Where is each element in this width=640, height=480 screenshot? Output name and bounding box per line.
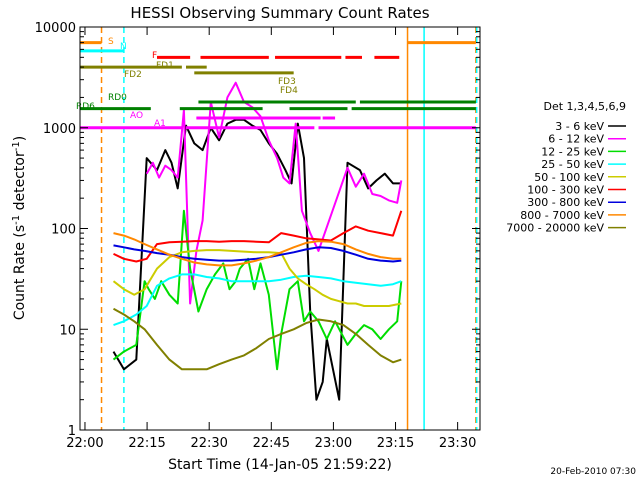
x-tick-label-4: 22:45 [253,436,290,451]
chart-title: HESSI Observing Summary Count Rates [130,4,429,22]
x-tick-label-3: 22:30 [190,436,227,451]
legend-label-3: 12 - 25 keV [541,145,604,158]
x-tick-label-2: 22:15 [128,436,165,451]
series-line-8 [113,232,402,267]
y-tick-label-1: 1 [68,424,76,439]
y-tick-label-3: 100 [51,223,76,238]
flag-label-4: FD1 [156,61,174,71]
flag-label-1: S [108,37,114,47]
series-line-9 [113,307,402,371]
legend-label-6: 100 - 300 keV [527,184,604,197]
series-line-7 [113,244,402,263]
legend-title: Det 1,3,4,5,6,9 [543,100,626,113]
flag-label-7: FD4 [280,86,298,96]
x-axis-label: Start Time (14-Jan-05 21:59:22) [168,457,392,473]
flag-label-8: RD0 [108,93,127,103]
x-tick-label-7: 23:30 [439,436,476,451]
series-line-1 [112,118,402,401]
flag-label-9: RD6 [76,102,95,112]
legend-label-1: 3 - 6 keV [555,120,604,133]
flag-label-11: A1 [154,119,166,129]
x-tick-label-5: 23:00 [315,436,352,451]
y-tick-label-2: 10 [59,323,76,338]
legend-label-7: 300 - 800 keV [527,196,604,209]
flag-label-6: FD3 [278,77,296,87]
footer-timestamp: 20-Feb-2010 07:30 [550,467,636,477]
y-axis: 1 10 100 1000 10000 [35,21,480,439]
x-tick-label-6: 23:15 [377,436,414,451]
flag-label-3: F [152,51,157,61]
legend-label-9: 7000 - 20000 keV [506,222,604,235]
x-axis: 22:00 22:15 22:30 22:45 23:00 23:15 23:30 [66,27,476,451]
series-line-4 [113,273,402,327]
flag-label-2: N [120,42,127,52]
flag-label-5: FD2 [124,70,142,80]
y-axis-label: Count Rate (s-1 detector-1) [11,136,28,320]
x-tick-label-1: 22:00 [66,436,103,451]
y-tick-label-4: 1000 [43,122,76,137]
legend-label-4: 25 - 50 keV [541,158,604,171]
flag-label-10: AO [130,111,143,121]
y-tick-label-5: 10000 [35,21,76,36]
legend-label-5: 50 - 100 keV [534,171,604,184]
series-line-3 [112,209,403,371]
series-line-2 [145,81,403,305]
series-line-6 [113,210,403,263]
legend-label-8: 800 - 7000 keV [520,209,604,222]
legend-label-2: 6 - 12 keV [548,133,604,146]
